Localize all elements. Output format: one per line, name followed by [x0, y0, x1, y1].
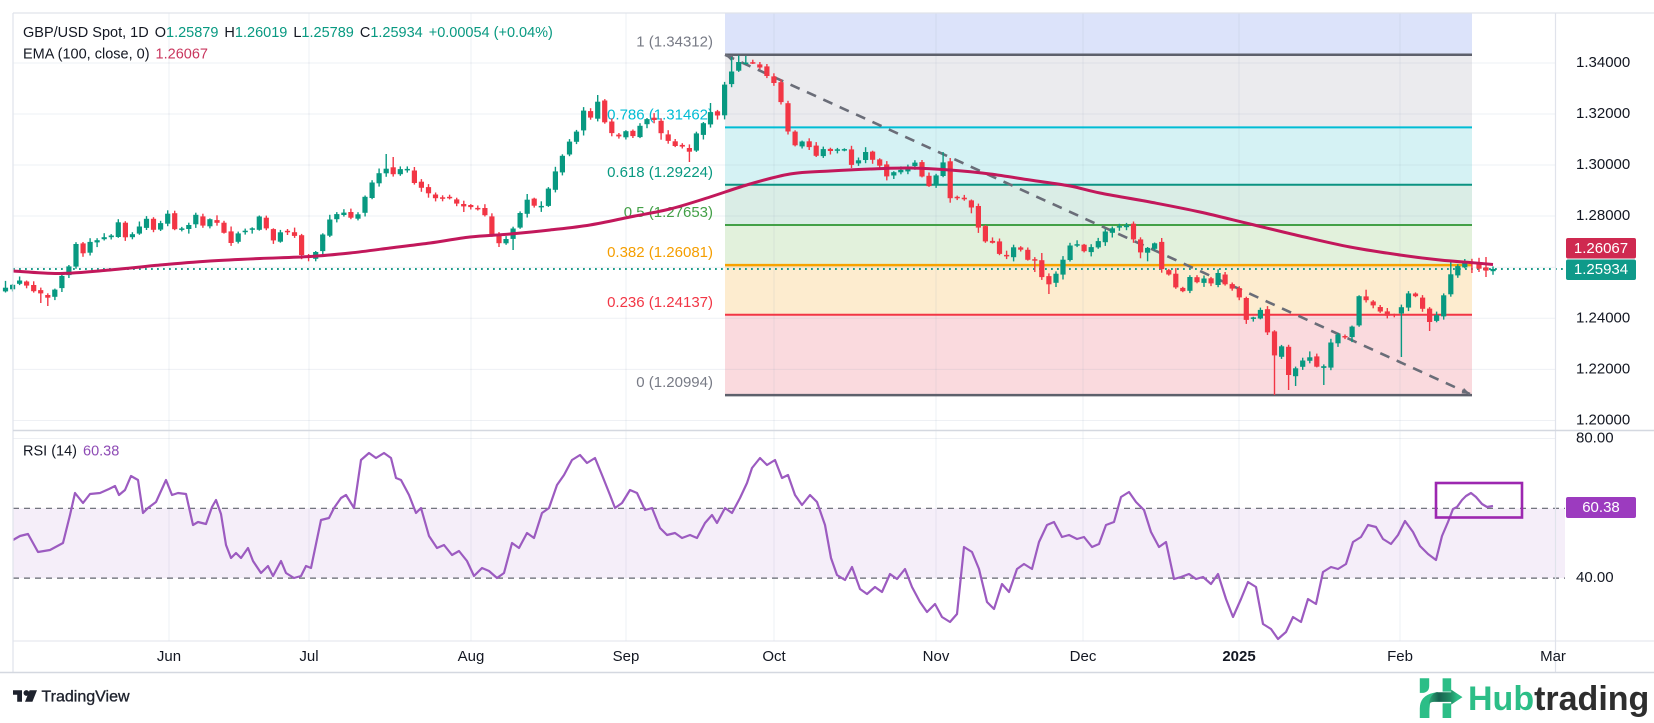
svg-text:Oct: Oct [762, 648, 786, 665]
svg-text:Feb: Feb [1387, 648, 1413, 665]
svg-text:0.618 (1.29224): 0.618 (1.29224) [607, 164, 713, 181]
svg-text:Jun: Jun [157, 648, 181, 665]
svg-text:1.34000: 1.34000 [1576, 54, 1630, 71]
svg-text:0.382 (1.26081): 0.382 (1.26081) [607, 244, 713, 261]
svg-text:1.25934: 1.25934 [1574, 261, 1628, 278]
svg-text:1 (1.34312): 1 (1.34312) [636, 34, 713, 51]
svg-text:0 (1.20994): 0 (1.20994) [636, 374, 713, 391]
svg-text:0.786 (1.31462): 0.786 (1.31462) [607, 106, 713, 123]
svg-text:2025: 2025 [1222, 648, 1255, 665]
svg-text:0.5 (1.27653): 0.5 (1.27653) [624, 204, 713, 221]
svg-text:Sep: Sep [613, 648, 640, 665]
svg-text:1.30000: 1.30000 [1576, 156, 1630, 173]
svg-text:Dec: Dec [1070, 648, 1097, 665]
svg-text:40.00: 40.00 [1576, 569, 1614, 586]
svg-text:0.236 (1.24137): 0.236 (1.24137) [607, 294, 713, 311]
svg-text:Mar: Mar [1540, 648, 1566, 665]
svg-text:1.26067: 1.26067 [1574, 240, 1628, 257]
svg-text:1.20000: 1.20000 [1576, 411, 1630, 428]
svg-text:RSI (14)60.38: RSI (14) 60.38 [23, 443, 119, 459]
svg-text:Hubtrading: Hubtrading [1468, 680, 1649, 718]
svg-text:Aug: Aug [458, 648, 485, 665]
svg-text:Nov: Nov [923, 648, 950, 665]
svg-text:60.38: 60.38 [1582, 499, 1620, 516]
svg-text:1.24000: 1.24000 [1576, 309, 1630, 326]
svg-text:1.22000: 1.22000 [1576, 360, 1630, 377]
svg-text:TradingView: TradingView [42, 689, 130, 706]
svg-text:80.00: 80.00 [1576, 429, 1614, 446]
svg-text:EMA (100, close, 0)1.26067: EMA (100, close, 0) 1.26067 [23, 46, 208, 62]
svg-text:1.28000: 1.28000 [1576, 207, 1630, 224]
svg-text:Jul: Jul [299, 648, 318, 665]
svg-text:1.32000: 1.32000 [1576, 105, 1630, 122]
